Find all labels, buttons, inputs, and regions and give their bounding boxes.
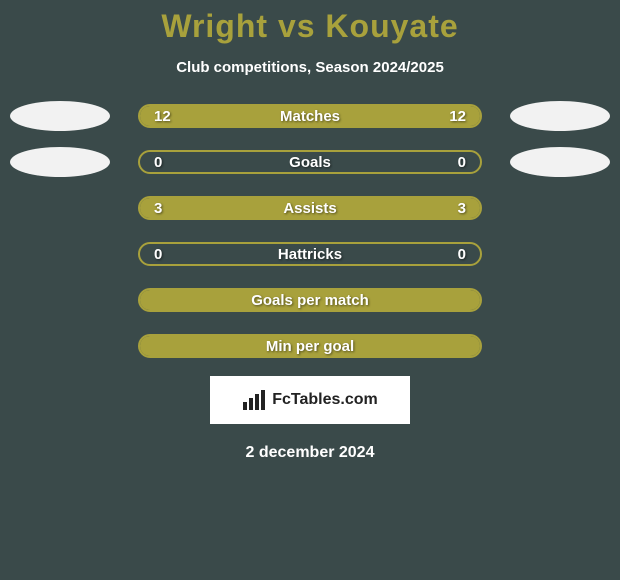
- footer-date: 2 december 2024: [0, 444, 620, 462]
- stat-row: 0 0 Goals: [0, 150, 620, 174]
- stat-bar: 0 0 Goals: [138, 150, 482, 174]
- stat-row: 3 3 Assists: [0, 196, 620, 220]
- subtitle: Club competitions, Season 2024/2025: [0, 59, 620, 76]
- player2-name: Kouyate: [325, 8, 458, 44]
- stat-value-right: 3: [458, 200, 466, 217]
- player-badge-left: [10, 101, 110, 131]
- stat-label: Matches: [280, 108, 340, 125]
- stat-bar: 0 0 Hattricks: [138, 242, 482, 266]
- player1-name: Wright: [161, 8, 268, 44]
- watermark: FcTables.com: [210, 376, 410, 424]
- stat-label: Goals per match: [251, 292, 369, 309]
- stat-value-right: 12: [449, 108, 466, 125]
- stat-label: Goals: [289, 154, 331, 171]
- stat-value-right: 0: [458, 154, 466, 171]
- stat-row: 0 0 Hattricks: [0, 242, 620, 266]
- comparison-card: Wright vs Kouyate Club competitions, Sea…: [0, 0, 620, 580]
- stat-bar: Goals per match: [138, 288, 482, 312]
- stat-bar: Min per goal: [138, 334, 482, 358]
- stat-rows: 12 12 Matches 0 0 Goals 3 3 Assists 0 0 Hattricks Go…: [0, 104, 620, 358]
- stat-value-right: 0: [458, 246, 466, 263]
- page-title: Wright vs Kouyate: [0, 8, 620, 45]
- stat-value-left: 0: [154, 246, 162, 263]
- stat-label: Hattricks: [278, 246, 342, 263]
- stat-bar: 12 12 Matches: [138, 104, 482, 128]
- watermark-bars-icon: [242, 390, 266, 410]
- player-badge-right: [510, 101, 610, 131]
- watermark-text: FcTables.com: [272, 391, 378, 409]
- vs-text: vs: [278, 8, 316, 44]
- stat-value-left: 3: [154, 200, 162, 217]
- stat-label: Min per goal: [266, 338, 354, 355]
- stat-value-left: 0: [154, 154, 162, 171]
- stat-label: Assists: [283, 200, 336, 217]
- stat-row: Goals per match: [0, 288, 620, 312]
- player-badge-left: [10, 147, 110, 177]
- stat-row: 12 12 Matches: [0, 104, 620, 128]
- stat-bar: 3 3 Assists: [138, 196, 482, 220]
- stat-row: Min per goal: [0, 334, 620, 358]
- player-badge-right: [510, 147, 610, 177]
- stat-value-left: 12: [154, 108, 171, 125]
